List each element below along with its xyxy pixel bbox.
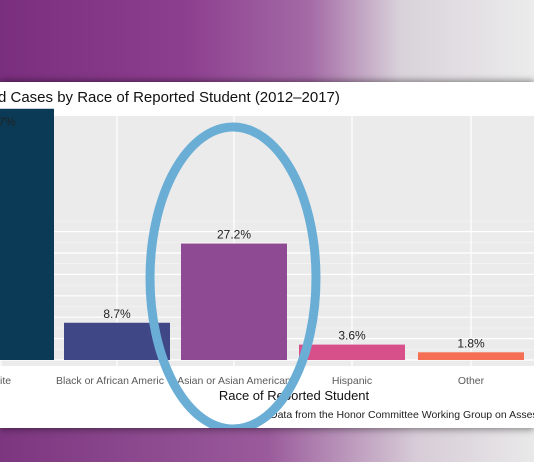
data-label-0: 7% — [0, 115, 16, 129]
data-label-3: 3.6% — [338, 329, 366, 343]
x-tick-label-4: Other — [458, 375, 485, 387]
highlight-ellipse — [145, 122, 321, 428]
bar-2 — [181, 243, 287, 360]
bar-0 — [0, 108, 54, 360]
data-label-1: 8.7% — [103, 307, 131, 321]
data-labels-group: 7% 8.7% 27.2% 3.6% 1.8% — [0, 115, 485, 350]
chart-title: d Cases by Race of Reported Student (201… — [0, 89, 340, 106]
data-label-2: 27.2% — [217, 228, 251, 242]
x-tick-label-3: Hispanic — [332, 375, 372, 387]
bar-3 — [299, 344, 405, 360]
x-axis-label: Race of Reported Student — [219, 388, 370, 403]
x-tick-label-0: ite — [0, 375, 11, 387]
chart-caption: Data from the Honor Committee Working Gr… — [270, 409, 534, 421]
data-label-4: 1.8% — [457, 336, 485, 350]
background-strip — [0, 428, 534, 462]
x-tick-label-1: Black or African Americ — [56, 375, 164, 387]
x-tick-labels-group: ite Black or African Americ Asian or Asian… — [0, 375, 485, 387]
bar-4 — [418, 352, 524, 360]
x-tick-label-2: Asian or Asian American — [177, 375, 291, 387]
bar-chart: d Cases by Race of Reported Student (201… — [0, 89, 534, 428]
